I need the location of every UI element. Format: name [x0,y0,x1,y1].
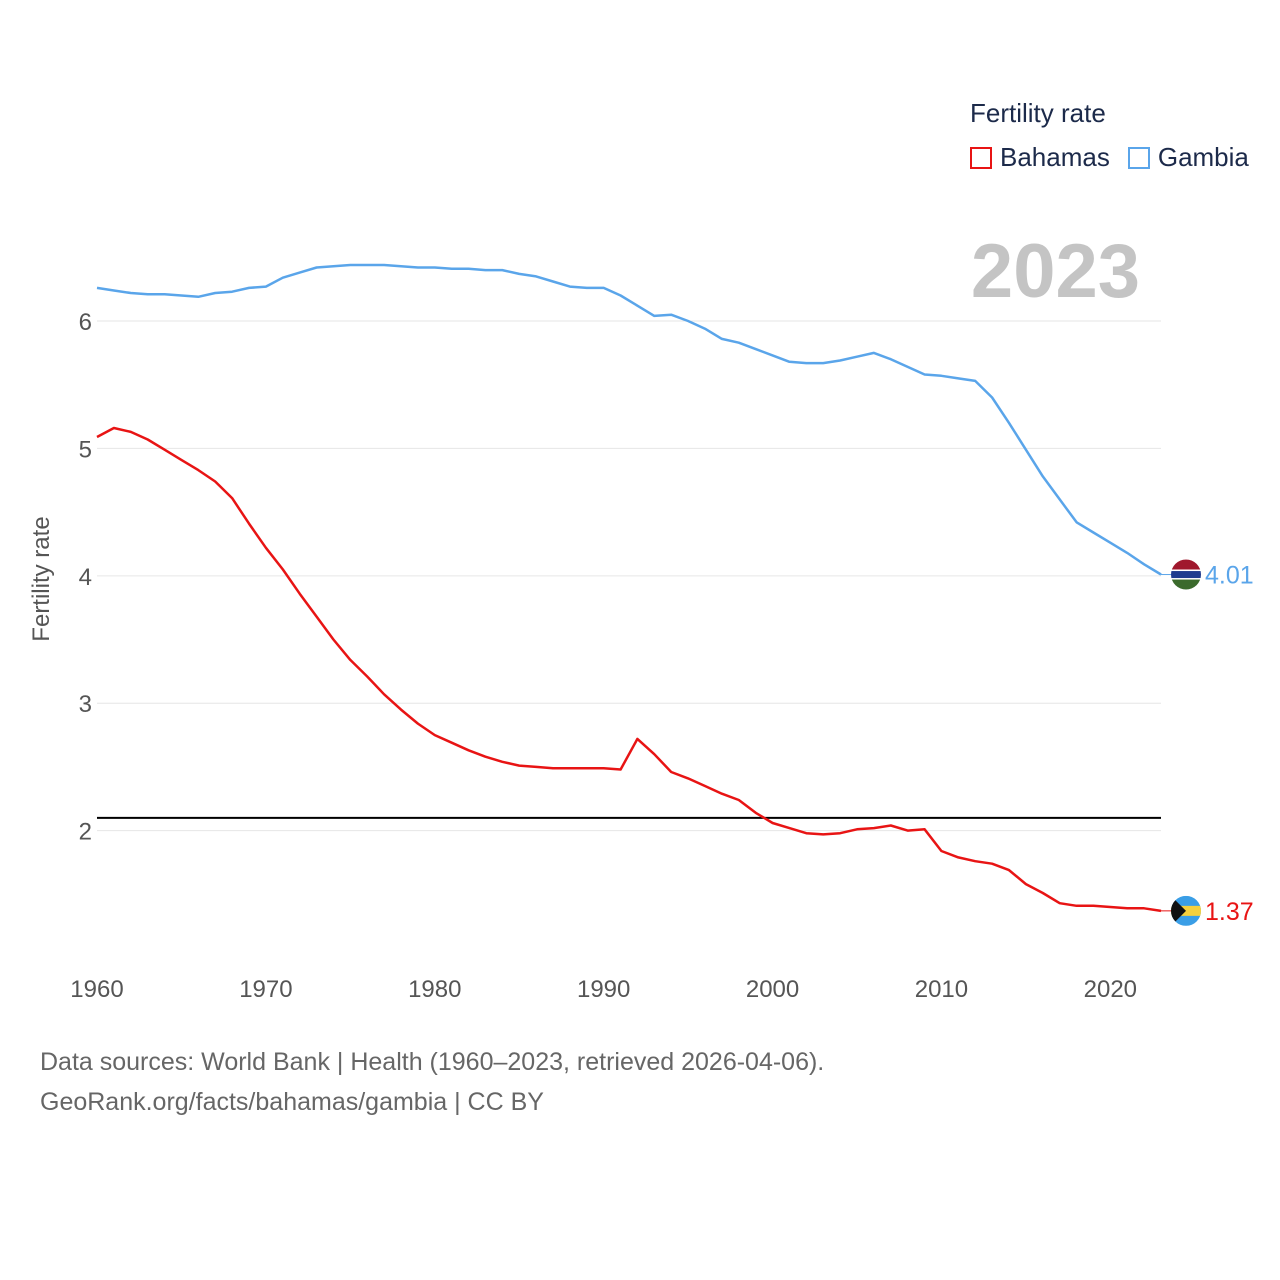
footer-credit: GeoRank.org/facts/bahamas/gambia | CC BY [40,1088,544,1116]
series-line-gambia [96,263,1162,576]
y-tick-labels: 2 3 4 5 6 [79,309,92,846]
series-line-bahamas [96,426,1162,913]
flag-gambia-icon [1171,559,1201,590]
y-tick-label: 3 [79,691,92,718]
end-markers: 1.37 4.01 [1161,559,1254,926]
y-tick-label: 5 [79,436,92,463]
end-value-label-bahamas: 1.37 [1205,898,1254,926]
x-tick-label: 1990 [577,976,630,1003]
legend-label-gambia: Gambia [1157,142,1249,172]
x-tick-label: 2020 [1084,976,1137,1003]
footer-sources: Data sources: World Bank | Health (1960–… [40,1048,825,1076]
legend-swatch-gambia [1127,146,1150,169]
legend-label-bahamas: Bahamas [1000,142,1110,172]
y-tick-label: 4 [79,564,92,591]
x-tick-label: 1980 [408,976,461,1003]
legend-item-gambia[interactable]: Gambia [1127,142,1249,173]
x-tick-label: 1970 [239,976,292,1003]
series-lines [96,263,1162,913]
x-tick-label: 2000 [746,976,799,1003]
legend-title: Fertility rate [970,98,1106,128]
y-tick-label: 2 [79,819,92,846]
y-tick-label: 6 [79,309,92,336]
flag-bahamas-icon [1171,895,1201,926]
x-tick-label: 1960 [70,976,123,1003]
legend-swatch-bahamas [970,146,992,169]
footer: Data sources: World Bank | Health (1960–… [40,1042,824,1122]
current-year-label: 2023 [970,229,1140,314]
legend: Bahamas Gambia [970,142,1267,173]
end-value-label-gambia: 4.01 [1205,562,1254,590]
legend-item-bahamas[interactable]: Bahamas [970,142,1110,173]
grid-lines [97,320,1161,832]
x-tick-labels: 1960 1970 1980 1990 2000 2010 2020 [70,976,1137,1003]
x-tick-label: 2010 [915,976,968,1003]
y-axis-label: Fertility rate [28,516,55,642]
